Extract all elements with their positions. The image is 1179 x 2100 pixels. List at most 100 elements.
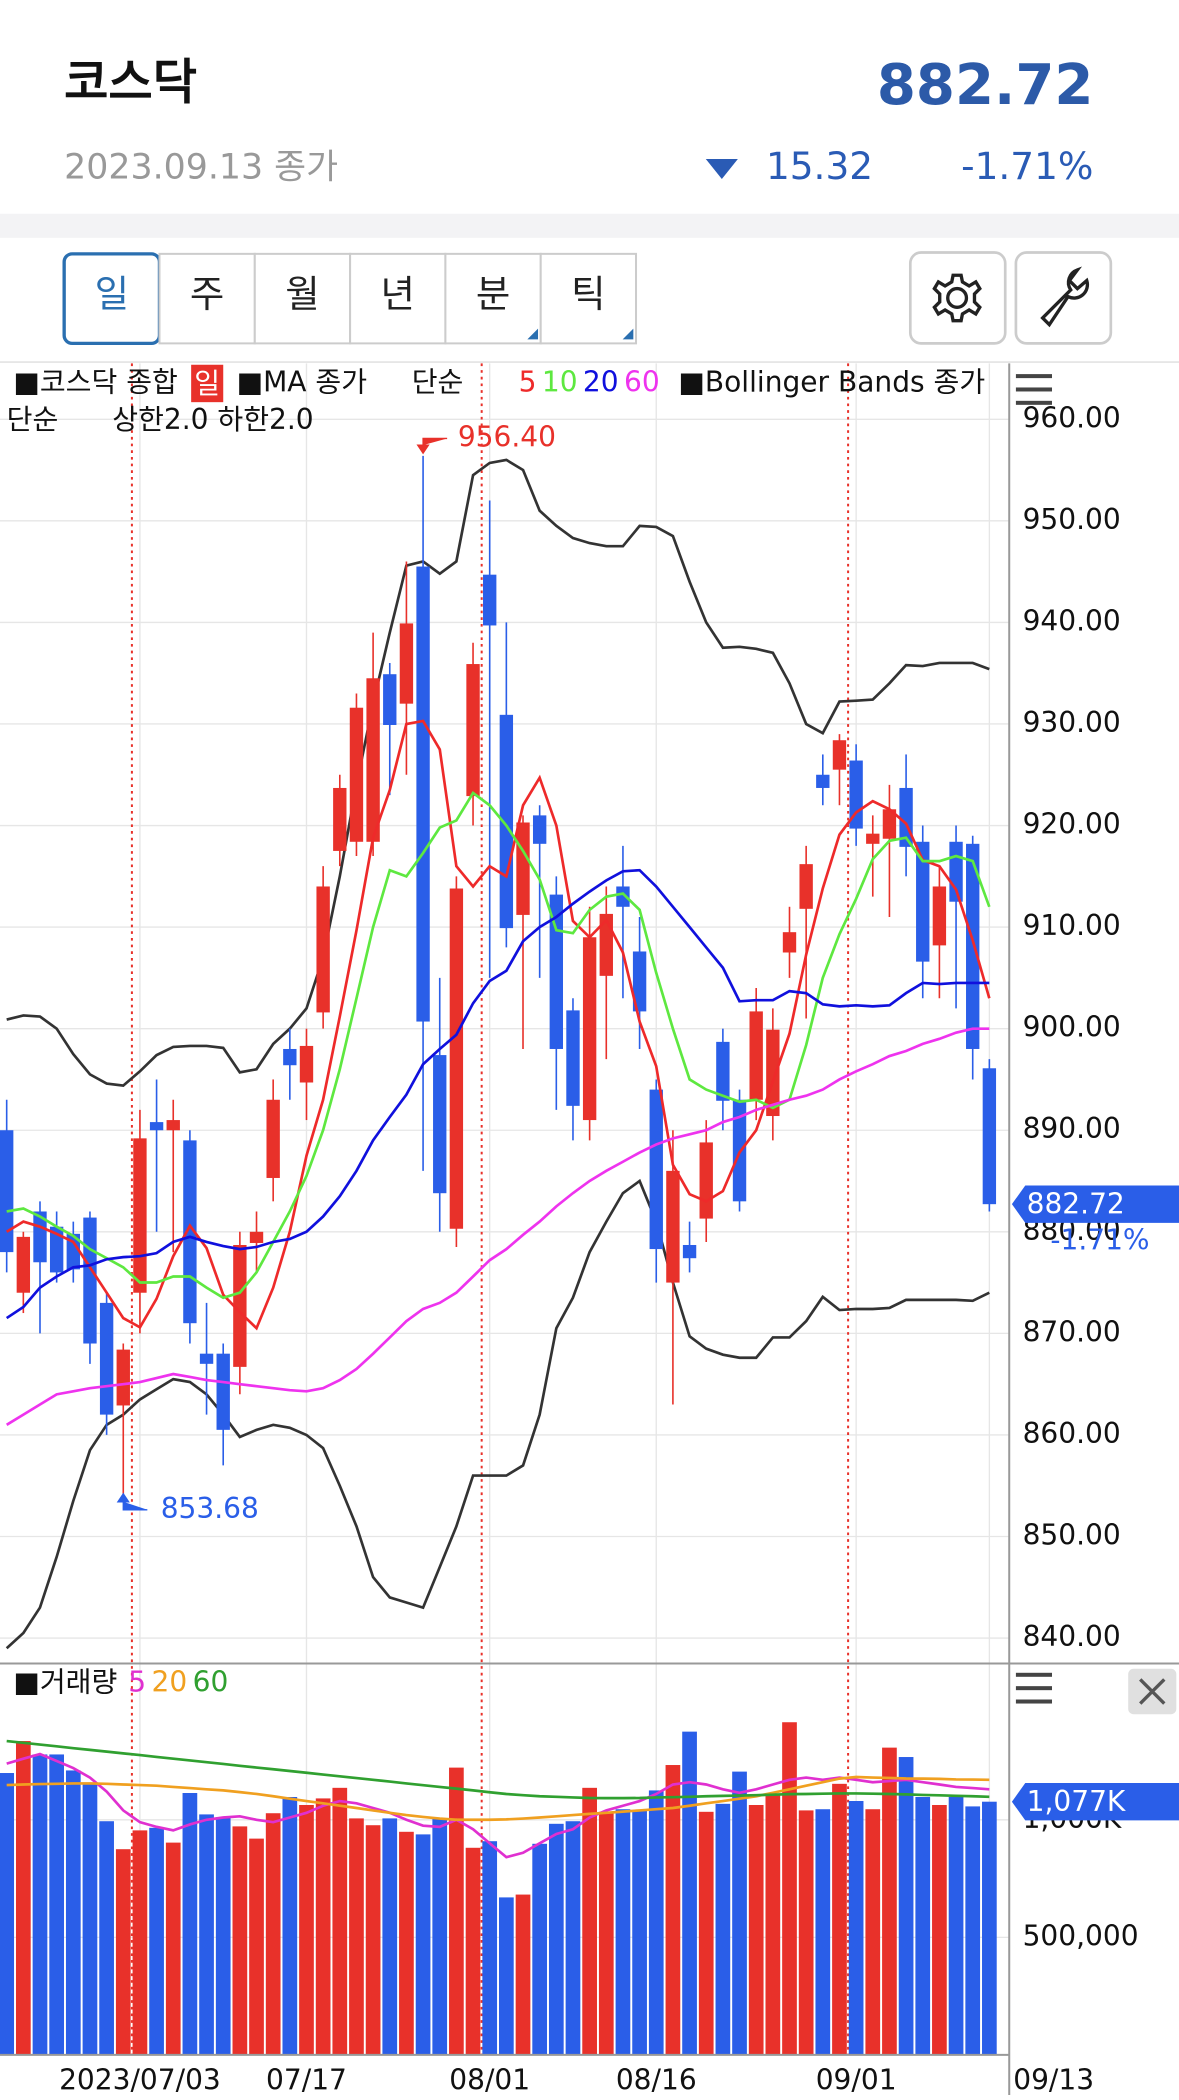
max-pointer bbox=[416, 437, 448, 455]
y-tick-label: 910.00 bbox=[1023, 909, 1121, 942]
y-tick-label: 960.00 bbox=[1023, 401, 1121, 434]
index-price: 882.72 bbox=[877, 53, 1094, 118]
candle-body bbox=[832, 740, 847, 770]
volume-bar bbox=[482, 1841, 498, 2055]
ma-line bbox=[6, 791, 991, 1300]
candle-body bbox=[749, 1011, 763, 1100]
x-tick-label: 2023/07/03 bbox=[59, 2064, 221, 2095]
legend-volume-ma: 60 bbox=[193, 1665, 229, 1698]
y-tick-label: 860.00 bbox=[1023, 1417, 1121, 1450]
candle-body bbox=[266, 1099, 280, 1178]
x-tick-label: 08/01 bbox=[449, 2064, 530, 2095]
volume-ma-line bbox=[6, 1739, 990, 1800]
tab[interactable] bbox=[539, 252, 638, 345]
volume-ma-line bbox=[6, 1752, 990, 1859]
volume-bar bbox=[465, 1847, 481, 2055]
candle-body bbox=[83, 1217, 97, 1344]
volume-bar bbox=[815, 1809, 831, 2055]
bollinger-band bbox=[6, 458, 990, 1087]
last-price-label: 882.72 bbox=[1027, 1188, 1125, 1221]
candle-body bbox=[982, 1068, 997, 1205]
volume-bar bbox=[682, 1731, 697, 2055]
tab[interactable] bbox=[349, 252, 447, 345]
volume-bar bbox=[565, 1821, 581, 2055]
candle-body bbox=[366, 678, 380, 842]
x-tick-label: 07/17 bbox=[266, 2064, 347, 2095]
volume-bar bbox=[149, 1827, 164, 2055]
menu-icon-bar bbox=[1015, 374, 1053, 379]
ma-line bbox=[5, 1027, 990, 1426]
candle-body bbox=[283, 1048, 297, 1066]
volume-bar bbox=[382, 1818, 398, 2055]
y-tick-label: 890.00 bbox=[1023, 1112, 1121, 1145]
volume-bar bbox=[249, 1838, 264, 2055]
candle-body bbox=[532, 815, 547, 844]
volume-bar bbox=[182, 1793, 198, 2055]
tab-label: 년 bbox=[381, 272, 415, 316]
legend-ma-period: 60 bbox=[624, 365, 660, 398]
volume-bar bbox=[582, 1787, 597, 2055]
volume-bar bbox=[332, 1787, 348, 2055]
candle-body bbox=[383, 674, 397, 725]
tab[interactable] bbox=[158, 252, 256, 345]
tab-label: 틱 bbox=[571, 272, 605, 316]
candle-body bbox=[166, 1120, 180, 1131]
legend-bb-type: 단순 bbox=[7, 403, 59, 436]
legend-volume-ma: 20 bbox=[152, 1665, 188, 1698]
volume-bar bbox=[399, 1831, 414, 2055]
max-label: 956.40 bbox=[458, 420, 556, 453]
period-badge bbox=[191, 364, 224, 403]
tab[interactable] bbox=[253, 252, 352, 345]
min-label: 853.68 bbox=[161, 1492, 259, 1525]
wrench-icon bbox=[1040, 266, 1090, 328]
candle-body bbox=[66, 1233, 80, 1270]
volume-bar bbox=[115, 1849, 131, 2055]
candle-body bbox=[649, 1089, 663, 1250]
y-tick-label: 940.00 bbox=[1023, 604, 1121, 637]
candle-body bbox=[699, 1142, 713, 1219]
bollinger-band bbox=[5, 1178, 990, 1650]
x-tick-label: 09/13 bbox=[1013, 2064, 1094, 2095]
volume-bar bbox=[532, 1843, 548, 2055]
close-date: 2023.09.13 종가 bbox=[64, 147, 338, 187]
legend-period: 일 bbox=[194, 367, 220, 400]
legend-volume-ma: 5 bbox=[128, 1665, 146, 1698]
y-tick-label: 840.00 bbox=[1023, 1620, 1121, 1653]
settings-button[interactable] bbox=[908, 251, 1007, 345]
candle-body bbox=[316, 886, 330, 1013]
candle-body bbox=[682, 1244, 697, 1259]
volume-bar bbox=[715, 1803, 731, 2055]
volume-bar bbox=[82, 1782, 98, 2055]
volume-bar bbox=[548, 1823, 564, 2055]
legend-bb-params: 상한2.0 하한2.0 bbox=[112, 403, 313, 436]
volume-bar bbox=[49, 1754, 65, 2055]
candle-body bbox=[632, 951, 647, 1012]
volume-bar bbox=[648, 1790, 664, 2055]
volume-bar bbox=[782, 1722, 797, 2055]
tab-label: 분 bbox=[476, 272, 510, 316]
legend-ma-period: 5 bbox=[519, 365, 537, 398]
legend-volume: ■거래량 bbox=[13, 1665, 117, 1698]
volume-bar bbox=[615, 1809, 631, 2055]
volume-bar bbox=[415, 1834, 431, 2055]
candle-body bbox=[799, 864, 813, 909]
candle-body bbox=[249, 1231, 264, 1243]
volume-bar bbox=[349, 1818, 364, 2055]
volume-bar bbox=[232, 1826, 248, 2055]
candle-body bbox=[0, 1130, 14, 1253]
tab[interactable] bbox=[444, 252, 542, 345]
candle-body bbox=[549, 894, 564, 1049]
y-tick-label: 870.00 bbox=[1023, 1315, 1121, 1348]
candle-body bbox=[399, 623, 414, 704]
volume-bar bbox=[432, 1818, 448, 2055]
menu-icon-bar bbox=[1015, 400, 1053, 405]
candle-body bbox=[882, 809, 897, 839]
volume-bar bbox=[748, 1804, 764, 2055]
candle-body bbox=[932, 886, 947, 946]
volume-bar bbox=[632, 1810, 647, 2055]
last-change: -1.71% bbox=[1050, 1224, 1149, 1257]
volume-bar bbox=[15, 1741, 31, 2055]
tab-label: 월 bbox=[285, 272, 319, 316]
tab-label: 일 bbox=[95, 272, 129, 316]
